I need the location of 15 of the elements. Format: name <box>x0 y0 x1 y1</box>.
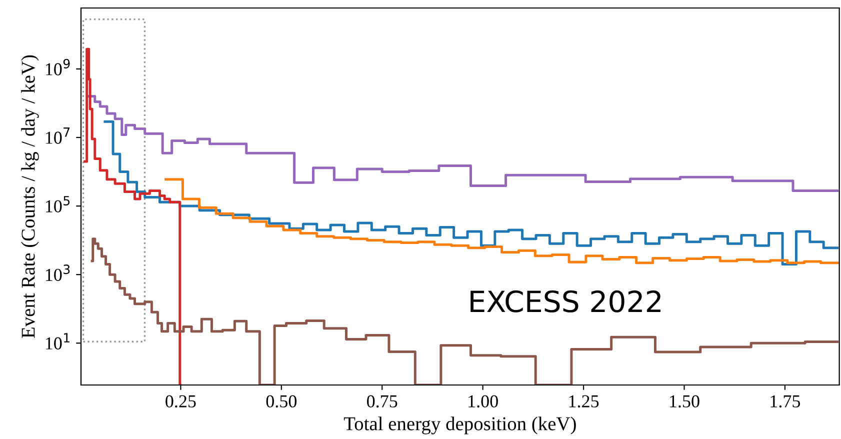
annotation: EXCESS 2022 <box>470 290 660 312</box>
y-tick-label: 10$^{9}$ <box>46 58 70 76</box>
x-tick-label: 0.50 <box>266 395 297 408</box>
x-tick-label: 1.00 <box>468 395 498 408</box>
x-tick-label: 1.50 <box>670 395 700 408</box>
x-axis-title: Total energy deposition (keV) <box>344 416 576 434</box>
y-tick-label: 10$^{1}$ <box>46 333 70 350</box>
y-tick-label: 10$^{7}$ <box>46 128 70 144</box>
x-tick-label: 1.25 <box>569 395 599 408</box>
x-tick-label: 0.25 <box>166 395 196 408</box>
y-axis-title: Event Rate (Counts / kg / day / keV) <box>21 55 39 338</box>
y-tick-label: 10$^{3}$ <box>46 264 70 281</box>
x-tick-label: 0.75 <box>367 395 398 408</box>
x-tick-label: 1.75 <box>770 395 800 408</box>
y-tick-label: 10$^{5}$ <box>46 196 70 212</box>
